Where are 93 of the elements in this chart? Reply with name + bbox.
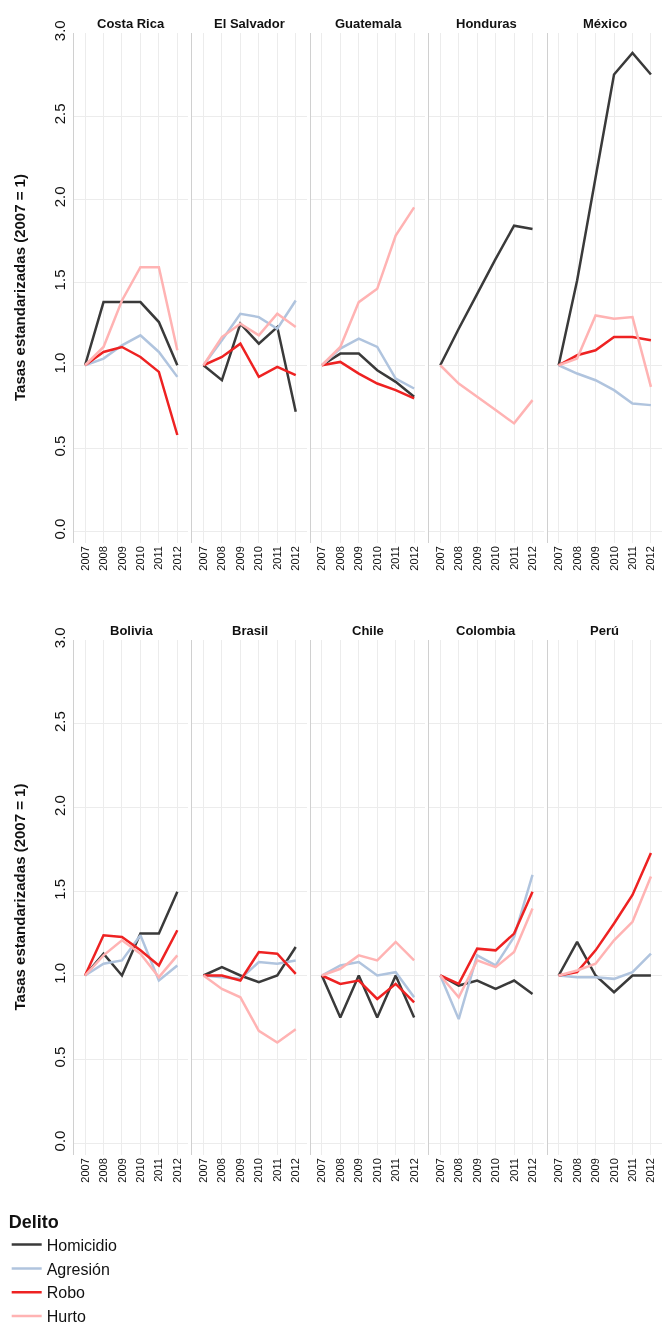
x-tick-label: 2012 <box>170 1158 183 1183</box>
y-tick-label: 1.0 <box>51 352 68 374</box>
chart-title: Bolivia <box>110 623 154 638</box>
x-tick-label: 2009 <box>352 546 365 571</box>
legend-label: Hurto <box>46 1308 86 1326</box>
y-tick-label: 1.0 <box>51 962 68 984</box>
x-tick-label: 2010 <box>489 546 502 571</box>
y-tick-label: 2.5 <box>51 711 68 733</box>
y-tick-label: 0.5 <box>51 435 68 457</box>
x-tick-label: 2009 <box>115 1158 128 1183</box>
legend-label: Robo <box>46 1284 86 1302</box>
x-tick-label: 2011 <box>389 546 402 570</box>
x-tick-label: 2010 <box>607 1158 620 1183</box>
x-tick-label: 2008 <box>215 1158 228 1183</box>
chart-title: Colombia <box>456 623 516 638</box>
y-tick-label: 1.5 <box>51 878 68 900</box>
y-tick-label: 2.0 <box>51 795 68 816</box>
x-tick-label: 2007 <box>78 546 91 571</box>
x-tick-label: 2008 <box>333 1158 346 1183</box>
chart-title: Brasil <box>232 623 269 638</box>
x-tick-label: 2011 <box>270 546 283 570</box>
chart-title: Perú <box>590 623 619 638</box>
x-tick-label: 2010 <box>134 546 146 571</box>
x-tick-label: 2007 <box>197 1158 210 1183</box>
chart-title: Honduras <box>456 16 517 31</box>
x-tick-label: 2007 <box>433 546 446 571</box>
x-tick-label: 2011 <box>152 1158 165 1182</box>
x-tick-label: 2008 <box>215 546 228 571</box>
x-tick-label: 2012 <box>644 546 657 571</box>
x-tick-label: 2010 <box>252 546 265 571</box>
x-tick-label: 2012 <box>526 546 539 571</box>
y-tick-label: 0.5 <box>51 1046 68 1068</box>
y-tick-label: 2.0 <box>51 186 68 208</box>
x-tick-label: 2011 <box>270 1158 283 1182</box>
x-tick-label: 2007 <box>552 1158 565 1183</box>
x-tick-label: 2011 <box>507 1158 520 1182</box>
x-tick-label: 2009 <box>352 1158 365 1183</box>
x-tick-label: 2009 <box>470 546 483 571</box>
x-tick-label: 2009 <box>233 1158 246 1183</box>
line-series <box>83 939 179 979</box>
x-tick-label: 2012 <box>526 1158 539 1183</box>
x-tick-label: 2010 <box>607 546 620 571</box>
x-tick-label: 2008 <box>452 546 465 571</box>
chart-title: El Salvador <box>214 16 285 31</box>
chart-title: Guatemala <box>335 16 403 31</box>
x-tick-label: 2007 <box>315 1158 328 1183</box>
x-tick-label: 2009 <box>233 546 246 571</box>
legend-title: Delito <box>8 1211 59 1232</box>
legend-label: Agresión <box>46 1260 110 1278</box>
y-tick-label: 0.0 <box>51 1130 68 1152</box>
x-tick-label: 2009 <box>470 1158 483 1183</box>
x-tick-label: 2008 <box>452 1158 465 1183</box>
y-axis-title: Tasas estandarizadas (2007 = 1) <box>11 174 28 401</box>
legend-label: Homicidio <box>46 1236 118 1254</box>
chart-title: Chile <box>352 623 384 638</box>
chart-title: Costa Rica <box>97 16 165 31</box>
x-tick-label: 2007 <box>552 546 565 571</box>
line-series <box>83 265 179 367</box>
y-tick-label: 1.5 <box>51 269 68 291</box>
x-tick-label: 2011 <box>389 1158 402 1182</box>
x-tick-label: 2012 <box>644 1158 657 1183</box>
x-tick-label: 2012 <box>170 546 183 571</box>
x-tick-label: 2011 <box>626 546 639 570</box>
x-tick-label: 2007 <box>315 546 328 571</box>
x-tick-label: 2010 <box>134 1158 146 1183</box>
y-tick-label: 2.5 <box>51 103 68 125</box>
x-tick-label: 2012 <box>289 1158 302 1183</box>
x-tick-label: 2010 <box>370 546 383 571</box>
x-tick-label: 2010 <box>252 1158 265 1183</box>
y-tick-label: 3.0 <box>51 627 68 649</box>
x-tick-label: 2008 <box>570 1158 583 1183</box>
x-tick-label: 2009 <box>115 546 128 571</box>
x-tick-label: 2007 <box>197 546 210 571</box>
x-tick-label: 2008 <box>97 546 110 571</box>
y-tick-label: 0.0 <box>51 518 68 540</box>
x-tick-label: 2011 <box>152 546 165 570</box>
x-tick-label: 2010 <box>370 1158 383 1183</box>
x-tick-label: 2008 <box>97 1158 110 1183</box>
x-tick-label: 2012 <box>407 546 420 571</box>
chart-title: México <box>583 16 628 31</box>
x-tick-label: 2009 <box>589 546 602 571</box>
x-tick-label: 2010 <box>489 1158 502 1183</box>
y-axis-title: Tasas estandarizadas (2007 = 1) <box>10 783 28 1011</box>
x-tick-label: 2012 <box>289 546 302 571</box>
x-tick-label: 2009 <box>589 1158 602 1183</box>
x-tick-label: 2011 <box>626 1158 639 1182</box>
x-tick-label: 2008 <box>333 546 346 571</box>
x-tick-label: 2008 <box>570 546 583 571</box>
x-tick-label: 2012 <box>407 1158 420 1183</box>
x-tick-label: 2007 <box>78 1158 91 1183</box>
x-tick-label: 2011 <box>507 546 520 570</box>
x-tick-label: 2007 <box>433 1158 446 1183</box>
y-tick-label: 3.0 <box>51 20 68 42</box>
